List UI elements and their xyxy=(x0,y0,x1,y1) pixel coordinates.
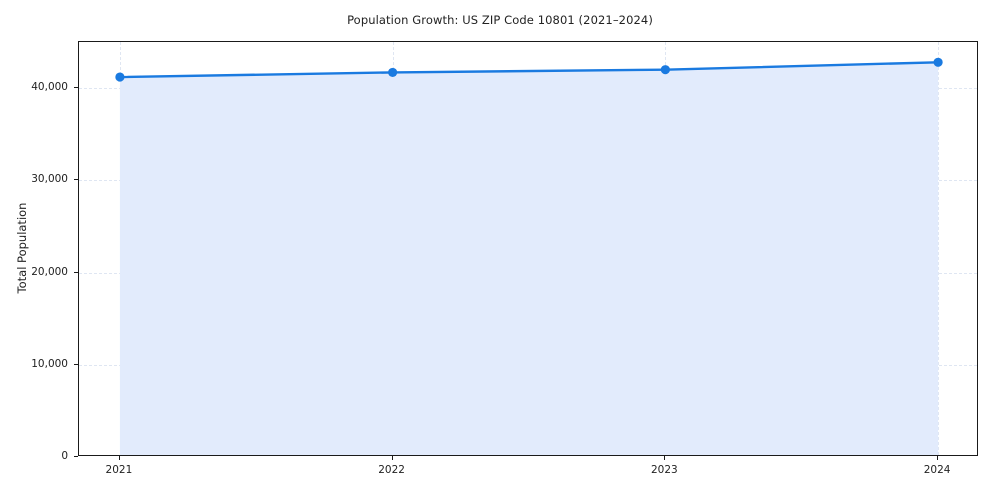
x-tick-label: 2023 xyxy=(650,464,678,476)
y-tick-label: 40,000 xyxy=(31,81,68,94)
x-tick-mark xyxy=(118,456,120,460)
data-point-2024 xyxy=(933,57,943,67)
y-tick-label: 30,000 xyxy=(31,173,68,186)
series-layer xyxy=(115,57,943,455)
x-tick-label: 2024 xyxy=(923,464,951,476)
x-tick-mark xyxy=(664,456,666,460)
y-tick-label: 10,000 xyxy=(31,357,68,370)
x-tick-mark xyxy=(937,456,939,460)
y-tick-mark xyxy=(74,456,78,457)
y-axis-title: Total Population xyxy=(15,202,29,294)
x-tick-mark xyxy=(391,456,393,460)
data-point-2021 xyxy=(115,72,125,82)
chart-title: Population Growth: US ZIP Code 10801 (20… xyxy=(347,13,653,27)
y-tick-mark xyxy=(74,87,78,89)
data-point-markers xyxy=(115,57,943,82)
x-tick-label: 2022 xyxy=(378,464,405,476)
area-fill xyxy=(119,62,939,455)
y-tick-mark xyxy=(74,179,78,181)
grid-line-vertical xyxy=(938,42,940,455)
data-point-2023 xyxy=(660,65,670,75)
plot-area xyxy=(78,41,978,456)
y-tick-label: 20,000 xyxy=(31,265,68,278)
y-tick-label: 0 xyxy=(61,450,68,462)
y-tick-mark xyxy=(74,271,78,273)
x-tick-label: 2021 xyxy=(105,464,133,476)
line-series xyxy=(118,61,940,79)
data-point-2022 xyxy=(388,67,398,78)
y-tick-mark xyxy=(74,363,78,365)
